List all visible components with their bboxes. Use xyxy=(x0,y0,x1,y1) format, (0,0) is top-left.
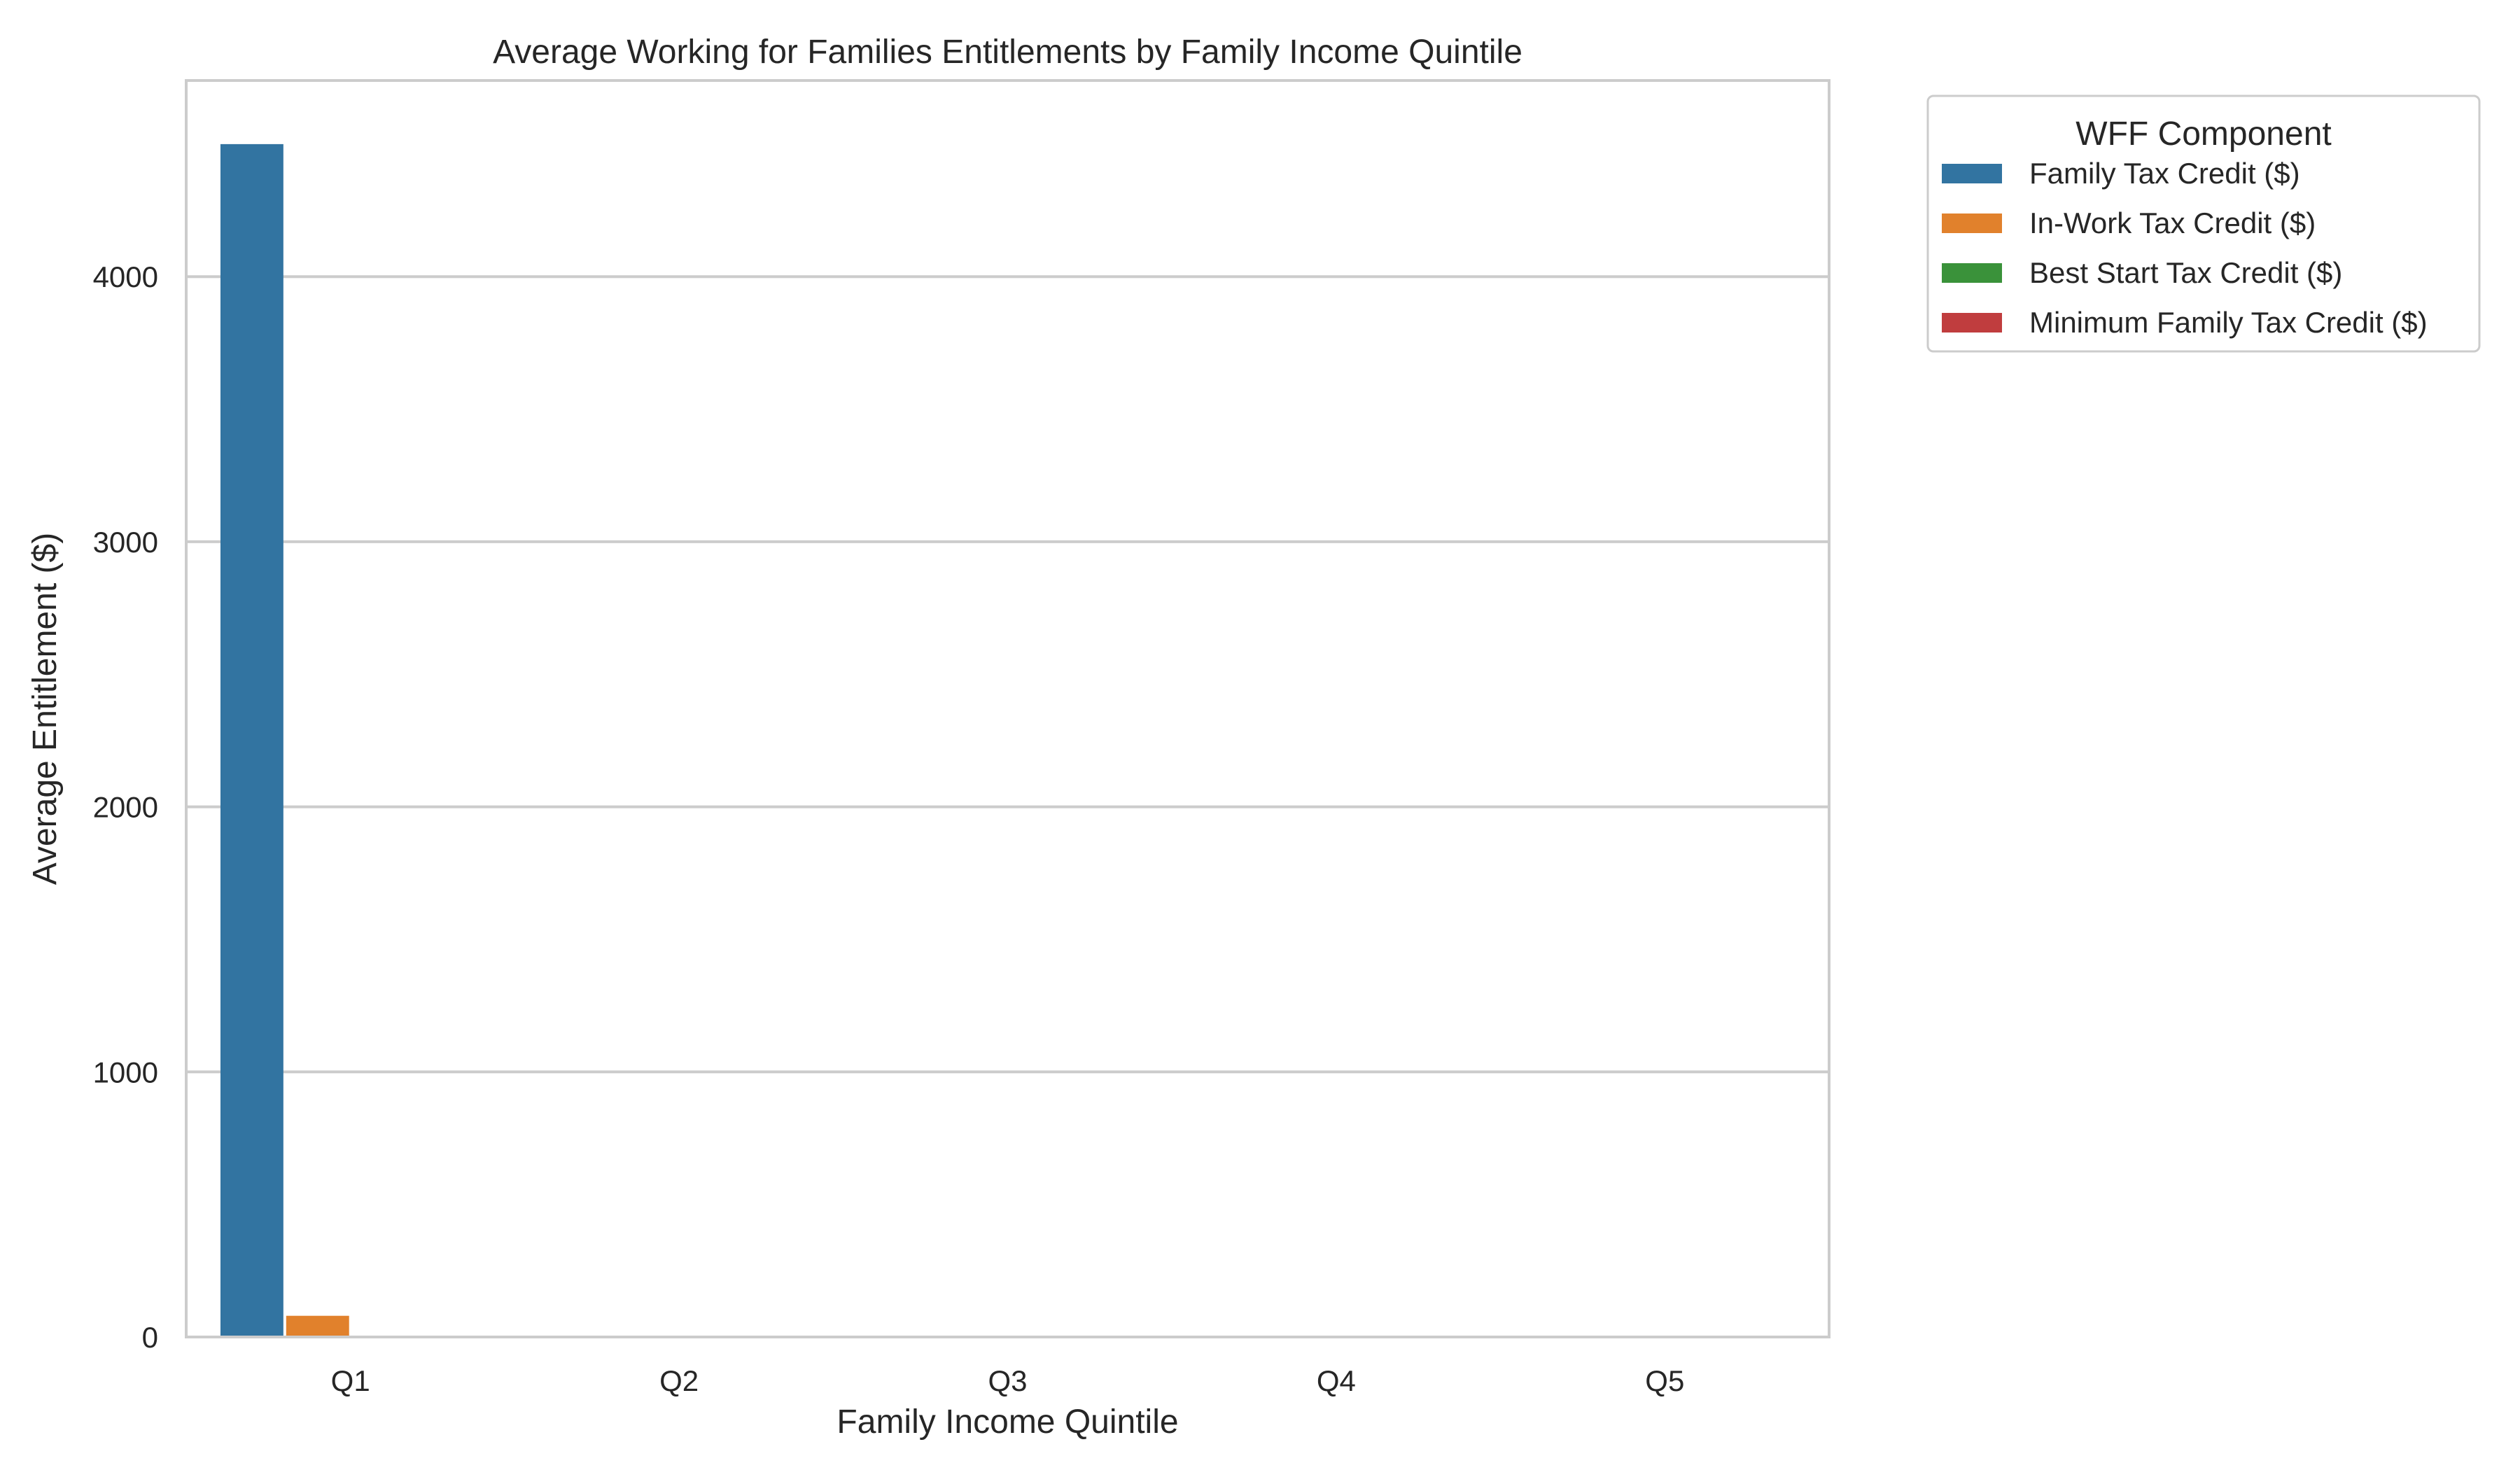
legend-title: WFF Component xyxy=(2076,115,2331,153)
x-tick-label: Q1 xyxy=(331,1364,370,1397)
x-tick-label: Q2 xyxy=(659,1364,699,1397)
bars xyxy=(220,144,349,1337)
y-tick-label: 0 xyxy=(142,1321,158,1354)
chart-title: Average Working for Families Entitlement… xyxy=(493,34,1522,71)
bar-in-work-tax-credit-q1 xyxy=(286,1315,349,1337)
y-tick-label: 1000 xyxy=(93,1056,158,1088)
legend-label: Family Tax Credit ($) xyxy=(2029,157,2300,190)
legend-swatch xyxy=(1942,263,2002,283)
legend-label: Minimum Family Tax Credit ($) xyxy=(2029,306,2428,339)
y-tick-label: 3000 xyxy=(93,526,158,559)
x-axis-title: Family Income Quintile xyxy=(836,1404,1178,1441)
y-tick-label: 2000 xyxy=(93,791,158,824)
legend-swatch xyxy=(1942,214,2002,233)
legend: WFF Component Family Tax Credit ($) In-Wo… xyxy=(1926,94,2481,353)
x-tick-label: Q3 xyxy=(988,1364,1027,1397)
legend-swatch xyxy=(1942,313,2002,332)
legend-box xyxy=(1926,94,2481,353)
legend-label: In-Work Tax Credit ($) xyxy=(2029,206,2316,239)
legend-swatch xyxy=(1942,164,2002,183)
y-axis-title: Average Entitlement ($) xyxy=(27,533,64,885)
y-tick-label: 4000 xyxy=(93,260,158,293)
legend-label: Best Start Tax Credit ($) xyxy=(2029,256,2342,289)
x-tick-label: Q4 xyxy=(1317,1364,1356,1397)
legend-items: Family Tax Credit ($) In-Work Tax Credit … xyxy=(1942,157,2428,339)
x-tick-labels: Q1 Q2 Q3 Q4 Q5 xyxy=(331,1364,1685,1397)
plot-frame xyxy=(185,79,1830,1338)
y-tick-labels: 0 1000 2000 3000 4000 xyxy=(93,260,158,1354)
x-tick-label: Q5 xyxy=(1645,1364,1684,1397)
bar-family-tax-credit-q1 xyxy=(220,144,284,1337)
